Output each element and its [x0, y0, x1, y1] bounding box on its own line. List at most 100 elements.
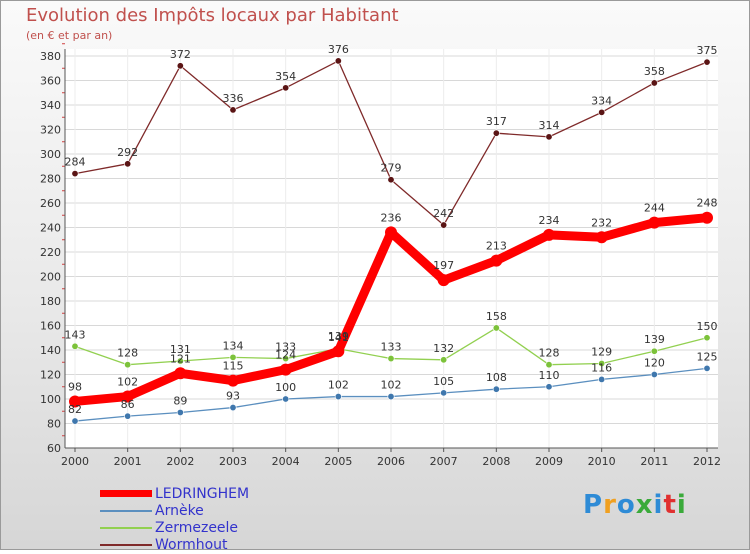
data-label: 372: [170, 48, 191, 61]
data-point: [387, 355, 395, 363]
data-point: [701, 211, 713, 224]
chart-subtitle: (en € et par an): [26, 29, 113, 42]
logo-letter: o: [616, 490, 636, 520]
legend-swatch: [100, 544, 152, 546]
data-point: [650, 79, 658, 87]
data-label: 102: [381, 379, 402, 392]
data-label: 82: [68, 403, 82, 416]
data-label: 279: [381, 162, 402, 175]
data-label: 284: [65, 156, 86, 169]
x-tick-label: 2001: [114, 455, 142, 468]
data-label: 197: [433, 259, 454, 272]
data-label: 124: [275, 349, 296, 362]
y-tick-label: 380: [40, 50, 61, 63]
proxiti-logo: Proxiti: [583, 490, 687, 520]
data-label: 292: [117, 146, 138, 159]
data-point: [282, 355, 290, 363]
x-tick-label: 2000: [61, 455, 89, 468]
legend-swatch: [100, 510, 152, 512]
data-label: 150: [697, 320, 718, 333]
data-point: [545, 361, 553, 369]
data-label: 158: [486, 310, 507, 323]
logo-letter: i: [676, 490, 687, 520]
data-point: [124, 160, 132, 168]
data-point: [387, 393, 395, 401]
y-tick-label: 140: [40, 344, 61, 357]
data-point: [229, 404, 237, 412]
data-point: [385, 226, 397, 239]
x-tick-label: 2008: [482, 455, 510, 468]
data-point: [492, 324, 500, 332]
data-point: [437, 274, 450, 287]
chart-title: Evolution des Impôts locaux par Habitant: [26, 5, 399, 26]
data-point: [176, 408, 184, 416]
data-point: [440, 221, 448, 229]
data-point: [387, 176, 395, 184]
data-label: 354: [275, 70, 296, 83]
data-label: 133: [275, 341, 296, 354]
data-label: 334: [591, 94, 612, 107]
data-point: [282, 84, 290, 92]
data-label: 108: [486, 371, 507, 384]
data-point: [124, 412, 132, 420]
data-point: [174, 367, 187, 380]
data-point: [440, 389, 448, 397]
logo-letter: r: [603, 490, 617, 520]
data-label: 125: [697, 350, 718, 363]
data-label: 236: [381, 211, 402, 224]
data-label: 375: [697, 44, 718, 57]
data-point: [124, 361, 132, 369]
y-tick-label: 120: [40, 369, 61, 382]
y-tick-label: 180: [40, 295, 61, 308]
data-label: 358: [644, 65, 665, 78]
data-point: [440, 356, 448, 364]
x-tick-label: 2006: [377, 455, 405, 468]
legend-label: Zermezeele: [155, 520, 239, 536]
data-label: 100: [275, 381, 296, 394]
x-tick-label: 2004: [272, 455, 300, 468]
data-label: 115: [223, 360, 244, 373]
data-point: [121, 390, 134, 403]
legend-label: Wormhout: [155, 537, 228, 553]
data-point: [332, 345, 345, 358]
logo-letter: x: [635, 490, 654, 520]
y-tick-label: 360: [40, 75, 61, 88]
data-label: 244: [644, 202, 665, 215]
y-tick-label: 300: [40, 148, 61, 161]
data-label: 139: [328, 330, 349, 343]
data-label: 128: [117, 347, 138, 360]
legend-swatch: [100, 490, 152, 497]
y-tick-label: 100: [40, 393, 61, 406]
data-point: [71, 342, 79, 350]
logo-letter: i: [653, 490, 664, 520]
data-point: [229, 106, 237, 114]
data-point: [176, 62, 184, 70]
data-point: [703, 364, 711, 372]
data-label: 317: [486, 115, 507, 128]
data-point: [71, 417, 79, 425]
data-label: 116: [591, 361, 612, 374]
data-label: 120: [644, 357, 665, 370]
data-label: 376: [328, 43, 349, 56]
data-point: [492, 129, 500, 137]
data-label: 336: [223, 92, 244, 105]
data-label: 132: [433, 342, 454, 355]
data-point: [279, 363, 292, 376]
x-tick-label: 2007: [430, 455, 458, 468]
x-tick-label: 2002: [166, 455, 194, 468]
data-label: 102: [328, 379, 349, 392]
y-tick-label: 260: [40, 197, 61, 210]
data-label: 234: [539, 214, 560, 227]
data-label: 131: [170, 343, 191, 356]
data-label: 134: [223, 339, 244, 352]
legend-label: LEDRINGHEM: [155, 486, 250, 502]
y-tick-label: 220: [40, 246, 61, 259]
data-label: 232: [591, 216, 612, 229]
data-point: [598, 359, 606, 367]
data-point: [334, 393, 342, 401]
data-point: [703, 58, 711, 66]
data-point: [650, 370, 658, 378]
data-label: 129: [591, 345, 612, 358]
data-point: [650, 347, 658, 355]
